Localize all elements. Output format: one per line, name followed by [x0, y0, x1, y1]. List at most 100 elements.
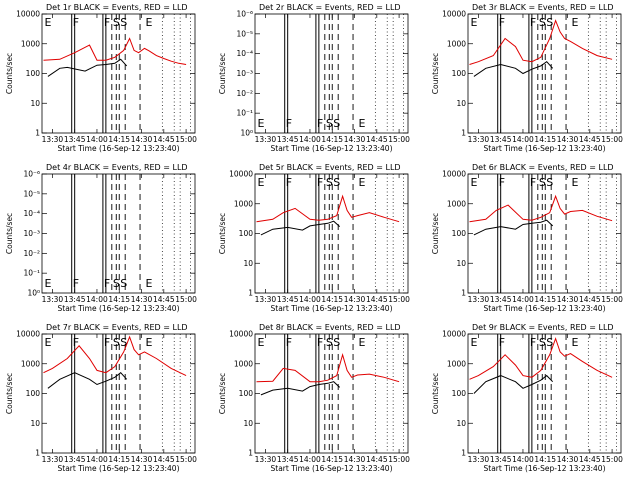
chart-panel-det-3: Det 3r BLACK = Events, RED = LLD 1 10 100 10…: [431, 3, 623, 153]
segment-marker-label: F: [499, 16, 505, 29]
y-axis-label: Counts/sec: [431, 53, 440, 94]
x-tick-label: 14:30: [131, 135, 153, 144]
y-tick-label: 1: [35, 129, 40, 138]
y-tick-label: 1000: [447, 199, 466, 208]
plot-frame: [254, 13, 409, 134]
x-tick-label: 13:30: [42, 295, 64, 304]
x-tick-label: 15:00: [601, 135, 623, 144]
chart-title: Det 3r BLACK = Events, RED = LLD: [472, 3, 614, 12]
x-tick-label: 15:00: [388, 455, 410, 464]
x-tick-label: 14:30: [344, 295, 366, 304]
y-axis-label: Counts/sec: [218, 373, 227, 414]
y-tick-label: 100: [26, 389, 41, 398]
segment-marker-label: S: [120, 336, 127, 349]
segment-marker-label: E: [571, 16, 578, 29]
plot-frame: [41, 173, 196, 294]
plot-frame: [41, 13, 196, 134]
x-tick-label: 15:00: [388, 295, 410, 304]
segment-marker-label: S: [333, 176, 340, 189]
x-tick-label: 15:00: [388, 135, 410, 144]
segment-marker-label: E: [257, 336, 264, 349]
x-tick-label: 14:00: [512, 135, 534, 144]
x-tick-label: 14:30: [131, 455, 153, 464]
y-tick-label: 1000: [21, 39, 40, 48]
x-tick-label: 14:00: [512, 455, 534, 464]
segment-marker-label: F: [73, 277, 79, 290]
segment-marker-label: S: [326, 336, 333, 349]
x-tick-label: 14:00: [299, 295, 321, 304]
chart-panel-det-6: Det 6r BLACK = Events, RED = LLD 1 10 100 10…: [431, 163, 623, 313]
x-tick-label: 14:15: [321, 295, 343, 304]
y-axis-label: Counts/sec: [218, 53, 227, 94]
x-tick-label: 13:30: [468, 135, 490, 144]
y-tick-label: 100: [452, 229, 467, 238]
x-tick-label: 14:30: [131, 295, 153, 304]
chart-panel-det-9: Det 9r BLACK = Events, RED = LLD 1 10 100 10…: [431, 323, 623, 473]
y-tick-label: 100: [452, 69, 467, 78]
y-tick-label: 10⁻³: [23, 229, 40, 238]
segment-marker-label: E: [145, 16, 152, 29]
x-tick-label: 13:30: [468, 295, 490, 304]
plot-frame: [254, 173, 409, 294]
segment-marker-label: S: [539, 176, 546, 189]
lld-rate-line: [43, 37, 187, 65]
x-tick-label: 15:00: [601, 455, 623, 464]
y-axis-label: Counts/sec: [5, 373, 14, 414]
segment-marker-label: S: [113, 16, 120, 29]
y-tick-label: 10⁻⁶: [236, 10, 253, 19]
segment-marker-label: E: [44, 277, 51, 290]
x-tick-label: 13:45: [490, 295, 512, 304]
x-axis-label: Start Time (16-Sep-12 13:23:40): [58, 144, 180, 153]
segment-marker-label: E: [470, 176, 477, 189]
x-tick-label: 13:45: [490, 135, 512, 144]
y-tick-label: 10⁻⁴: [236, 49, 253, 58]
segment-marker-label: S: [546, 176, 553, 189]
y-tick-label: 1: [461, 129, 466, 138]
y-tick-label: 10⁻³: [236, 69, 253, 78]
segment-marker-label: E: [44, 16, 51, 29]
y-tick-label: 1000: [447, 359, 466, 368]
segment-marker-label: S: [326, 176, 333, 189]
x-tick-label: 14:45: [366, 135, 388, 144]
segment-marker-label: F: [530, 176, 536, 189]
x-tick-label: 13:30: [255, 455, 277, 464]
segment-marker-label: F: [73, 16, 79, 29]
segment-marker-label: S: [539, 16, 546, 29]
segment-marker-label: E: [257, 117, 264, 130]
chart-panel-det-2: Det 2r BLACK = Events, RED = LLD 10⁰ 10⁻¹ 1…: [218, 3, 410, 153]
segment-marker-label: S: [120, 277, 127, 290]
y-tick-label: 10⁻²: [236, 89, 253, 98]
x-tick-label: 14:15: [534, 295, 556, 304]
segment-marker-label: E: [470, 336, 477, 349]
plot-frame: [254, 333, 409, 454]
y-tick-label: 100: [26, 69, 41, 78]
x-tick-label: 14:45: [579, 135, 601, 144]
y-tick-label: 10⁰: [27, 289, 40, 298]
y-tick-label: 10: [30, 419, 40, 428]
segment-marker-label: S: [113, 336, 120, 349]
y-tick-label: 10⁻⁴: [23, 209, 40, 218]
segment-marker-label: S: [120, 16, 127, 29]
chart-panel-det-8: Det 8r BLACK = Events, RED = LLD 1 10 100 10…: [218, 323, 410, 473]
y-tick-label: 1000: [21, 359, 40, 368]
y-tick-label: 10: [30, 99, 40, 108]
segment-marker-label: S: [333, 336, 340, 349]
segment-marker-label: E: [44, 336, 51, 349]
segment-marker-label: E: [470, 16, 477, 29]
events-rate-line: [473, 61, 554, 77]
lld-rate-line: [469, 19, 613, 65]
y-tick-label: 10⁻⁶: [23, 170, 40, 179]
segment-marker-label: F: [530, 16, 536, 29]
chart-panel-det-4: Det 4r BLACK = Events, RED = LLD 10⁰ 10⁻¹ 1…: [5, 163, 197, 313]
x-tick-label: 13:30: [468, 455, 490, 464]
y-tick-label: 100: [452, 389, 467, 398]
segment-marker-label: F: [499, 176, 505, 189]
x-tick-label: 14:30: [557, 455, 579, 464]
segment-marker-label: E: [257, 176, 264, 189]
y-tick-label: 1: [461, 449, 466, 458]
y-tick-label: 10⁻¹: [23, 269, 40, 278]
y-tick-label: 10000: [16, 330, 40, 339]
y-axis-label: Counts/sec: [431, 213, 440, 254]
y-tick-label: 10000: [229, 170, 253, 179]
x-tick-label: 13:45: [64, 295, 86, 304]
